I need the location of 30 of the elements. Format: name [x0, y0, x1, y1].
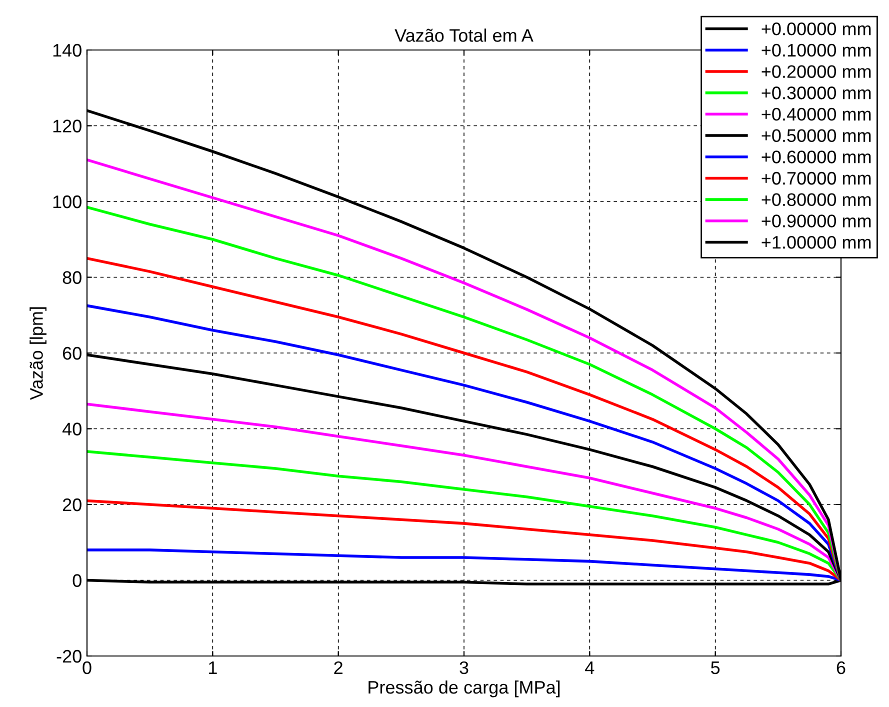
y-tick-label: 140 [53, 44, 82, 57]
y-tick-label: 20 [62, 498, 82, 512]
x-tick-label: 0 [82, 661, 92, 674]
legend-label: +0.70000 mm [762, 172, 871, 185]
legend-label: +0.10000 mm [762, 44, 871, 57]
legend-label: +0.50000 mm [762, 129, 871, 142]
x-tick-label: 6 [836, 661, 846, 674]
y-axis-title: Vazão [lpm] [30, 307, 46, 400]
x-tick-label: 4 [585, 662, 594, 674]
y-tick-label: 120 [53, 120, 82, 132]
y-tick-label: 40 [62, 422, 82, 436]
legend-label: +0.00000 mm [762, 22, 871, 36]
y-tick-label: 100 [53, 195, 82, 208]
x-tick-label: 3 [460, 661, 468, 674]
y-tick-label: 0 [72, 574, 82, 587]
x-tick-label: 1 [209, 662, 217, 674]
chart-title: Vazão Total em A [394, 28, 534, 42]
x-axis-title: Pressão de carga [MPa] [368, 680, 560, 698]
legend-label: +0.60000 mm [762, 150, 871, 164]
x-tick-label: 2 [334, 661, 342, 674]
legend-label: +0.30000 mm [762, 86, 871, 100]
legend-label: +0.20000 mm [762, 65, 871, 78]
legend-label: +1.00000 mm [762, 236, 871, 249]
x-tick-label: 5 [711, 662, 720, 674]
y-tick-label: -20 [56, 650, 82, 663]
y-tick-label: 60 [62, 346, 82, 360]
legend-label: +0.80000 mm [762, 193, 871, 206]
y-tick-label: 80 [62, 271, 82, 284]
legend-label: +0.40000 mm [762, 108, 871, 121]
legend-label: +0.90000 mm [762, 214, 871, 228]
